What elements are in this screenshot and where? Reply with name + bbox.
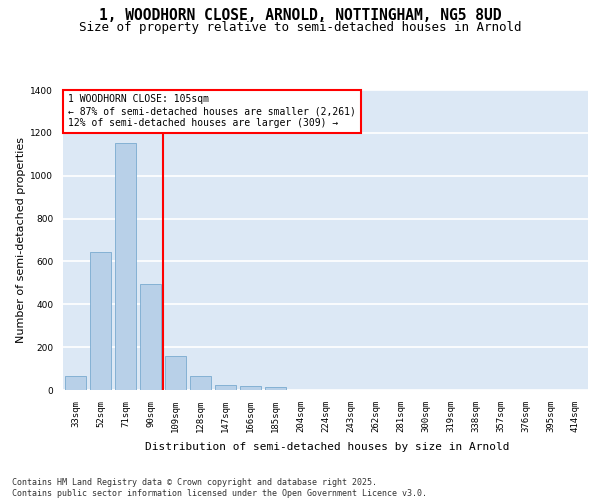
Text: Contains HM Land Registry data © Crown copyright and database right 2025.
Contai: Contains HM Land Registry data © Crown c… [12,478,427,498]
Bar [90,252,111,390]
Bar [190,376,211,390]
Text: 1 WOODHORN CLOSE: 105sqm
← 87% of semi-detached houses are smaller (2,261)
12% o: 1 WOODHORN CLOSE: 105sqm ← 87% of semi-d… [68,94,356,128]
Text: 1, WOODHORN CLOSE, ARNOLD, NOTTINGHAM, NG5 8UD: 1, WOODHORN CLOSE, ARNOLD, NOTTINGHAM, N… [99,8,501,22]
Bar [140,284,161,390]
Bar [240,386,261,390]
Text: Size of property relative to semi-detached houses in Arnold: Size of property relative to semi-detach… [79,21,521,34]
Y-axis label: Number of semi-detached properties: Number of semi-detached properties [16,137,26,343]
Bar [265,387,286,390]
Bar [65,376,86,390]
Bar [115,142,136,390]
Text: Distribution of semi-detached houses by size in Arnold: Distribution of semi-detached houses by … [145,442,509,452]
Bar [215,384,236,390]
Bar [165,356,186,390]
